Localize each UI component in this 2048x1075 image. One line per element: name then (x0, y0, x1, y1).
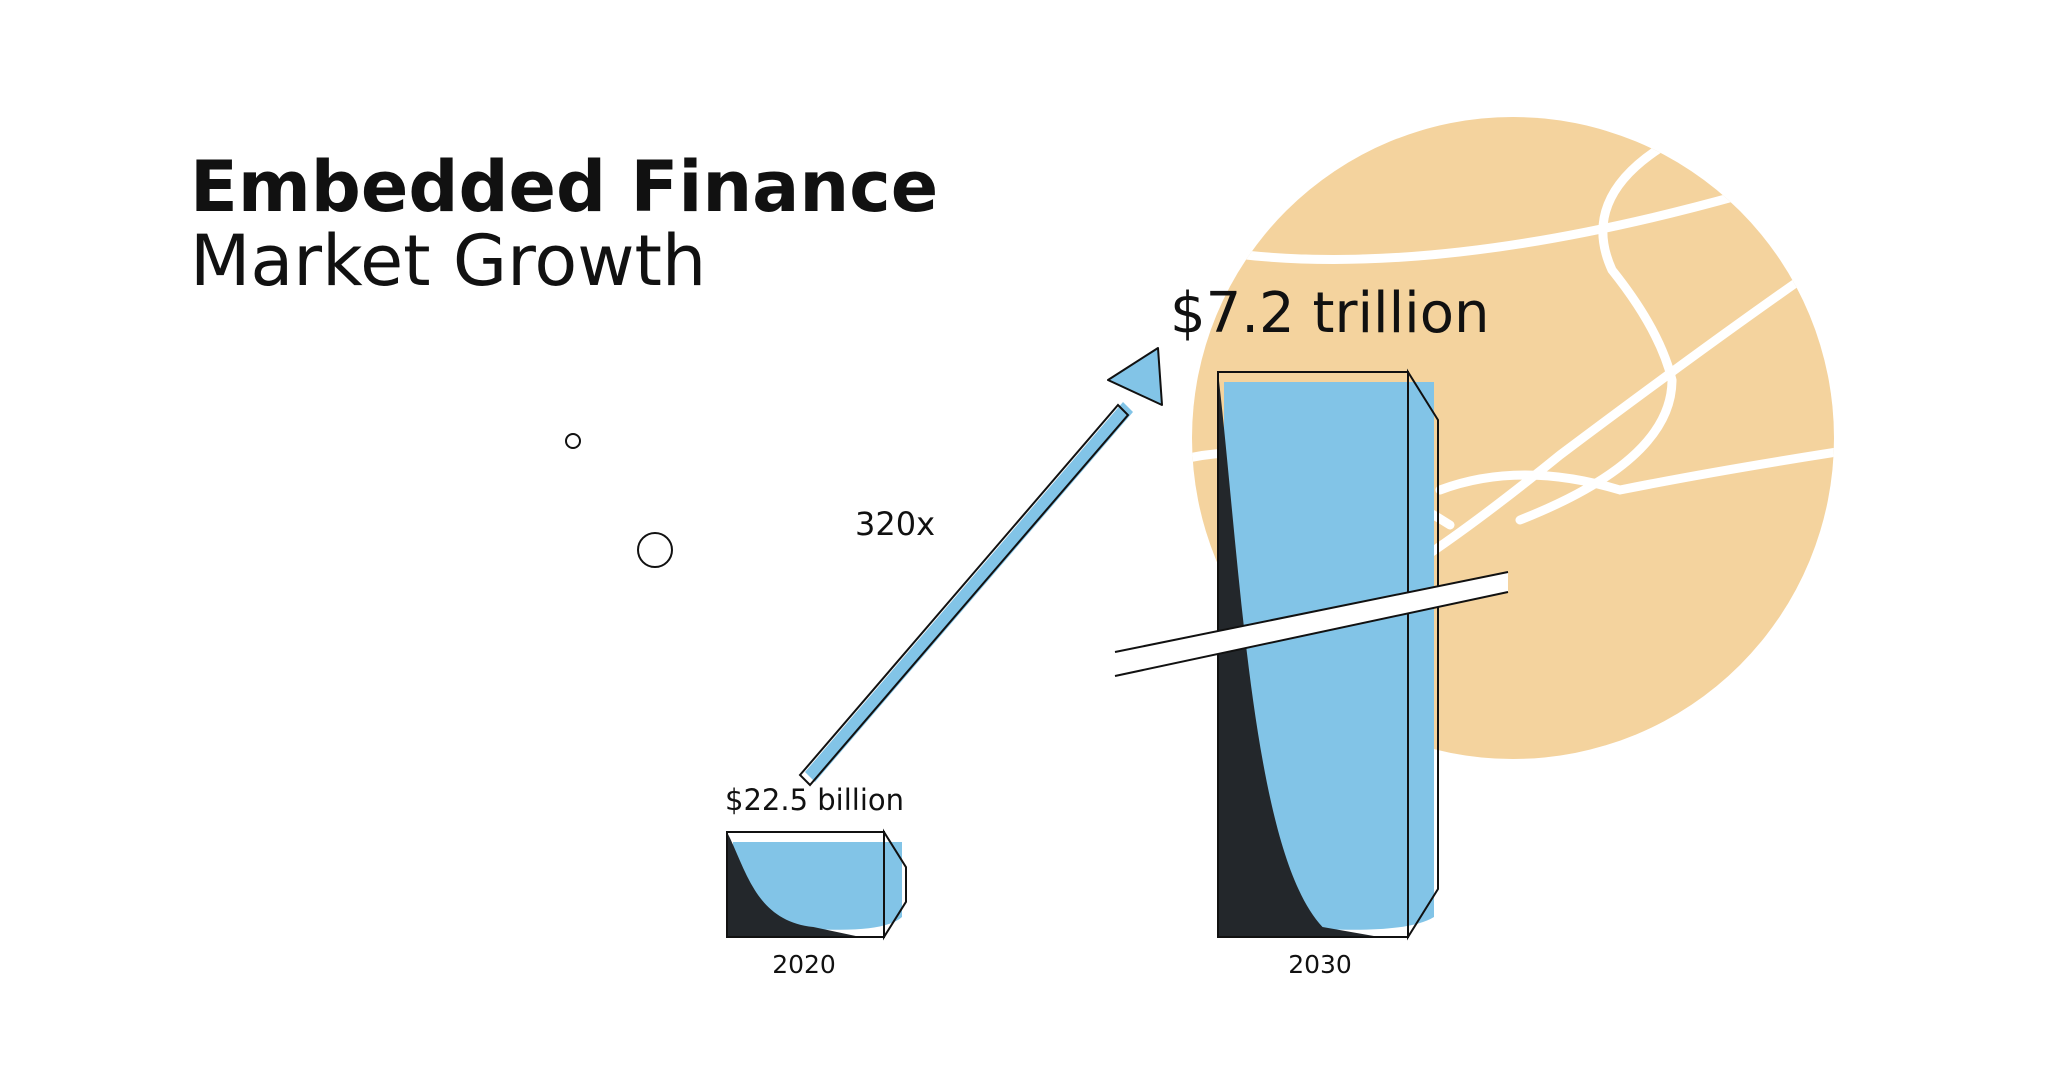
bar-side-2030 (1407, 368, 1439, 941)
band-edge-bottom (1114, 591, 1509, 677)
band-fill (1115, 572, 1508, 676)
arrow-head-icon (1107, 347, 1163, 406)
category-label-2020: 2020 (772, 950, 836, 979)
decor-circle-large (637, 532, 673, 568)
bars-group (726, 368, 1439, 941)
bar-shadow-2030 (1218, 372, 1380, 937)
value-label-2030: $7.2 trillion (1170, 281, 1489, 346)
title-line-1: Embedded Finance (190, 146, 939, 228)
globe-line-2 (1515, 143, 1677, 525)
title-line-2: Market Growth (190, 220, 707, 302)
decor-circle-small (565, 433, 581, 449)
growth-arrow (798, 347, 1163, 787)
bar-shadow-2020 (727, 832, 861, 937)
arrow-shaft-outline (798, 403, 1130, 787)
category-label-2030: 2030 (1288, 950, 1352, 979)
value-label-2020: $22.5 billion (725, 783, 904, 817)
bar-2030 (1224, 382, 1434, 930)
arrow-shaft (805, 402, 1133, 782)
bar-2020 (733, 842, 902, 930)
globe-line-3 (1415, 275, 1805, 565)
bar-side-2020 (883, 828, 907, 941)
chart-title: Embedded Finance Market Growth (190, 150, 938, 298)
globe-line-4 (1435, 445, 1834, 495)
diagonal-band (1114, 571, 1509, 677)
growth-multiplier-label: 320x (855, 505, 935, 543)
band-edge-top (1114, 571, 1509, 653)
